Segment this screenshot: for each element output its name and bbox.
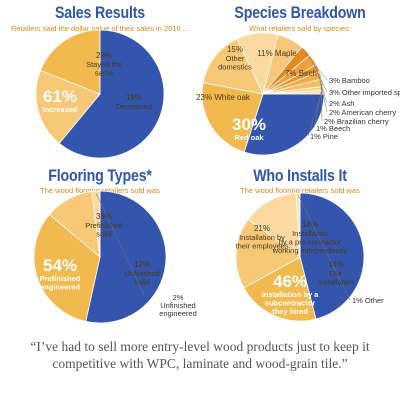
slice-value-label: 3% Bamboo (329, 76, 370, 85)
sales-results-slice-decreased (39, 29, 101, 95)
sales-results-slice-increased (58, 29, 165, 159)
species-breakdown-label-maple: 11% Maple (257, 49, 297, 58)
slice-label: solid (134, 278, 149, 287)
who-installs-it-slice-installation-by-a-subcontractor-they-hired (299, 192, 365, 320)
slice-label: DIY (330, 269, 343, 278)
slice-value-label: 1% Beech (316, 124, 350, 133)
species-breakdown-slice-other-domestics (202, 38, 264, 95)
species-breakdown-label-pine: 1% Pine (307, 92, 338, 141)
species-breakdown-label-birch: 7% Birch (285, 69, 317, 78)
slice-value-label: 2% Brazilian cherry (324, 117, 389, 126)
slice-value-label: 3% Other imported species (329, 88, 400, 97)
slice-label: Installation by a (262, 290, 320, 299)
slice-label: solid (96, 230, 111, 239)
slice-value-label: 2% American cherry (329, 108, 396, 117)
slice-value-label: 11% Maple (257, 49, 297, 58)
slice-value: 14% (328, 260, 344, 269)
who-installs-it-slice-installation-by-a-pro-contractor-working-independently (235, 218, 301, 289)
who-installs-it-slice-installation-by-their-employees (243, 256, 317, 322)
slice-label: Unfinished (160, 301, 195, 310)
slice-value: 15% (227, 45, 243, 54)
slice-value: 18% (302, 220, 318, 229)
slice-label: working independently (272, 246, 348, 255)
slice-label: by a pro contractor (279, 238, 342, 247)
slice-label: subcontractor (265, 299, 316, 308)
slice-label: their employees (236, 242, 289, 251)
species-breakdown-pie: 30%Red oak 23% White oak 15%Otherdomestics… (196, 32, 400, 156)
flooring-types-slice-prefinished-engineered (85, 190, 167, 324)
slice-label: Prefinished (85, 221, 123, 230)
slice-value: 12% (134, 260, 150, 269)
slice-value: 54% (43, 256, 77, 275)
species-breakdown-label-brazilian-cherry: 2% Brazilian cherry (320, 82, 389, 126)
species-breakdown-slice-white-oak (201, 82, 264, 153)
slice-label: domestics (218, 63, 252, 72)
slice-label: same (95, 69, 113, 78)
slice-value: 30% (232, 115, 266, 134)
species-breakdown-label-american-cherry: 2% American cherry (318, 75, 396, 117)
slice-value-label: 1% Pine (310, 132, 338, 141)
species-breakdown-slice-red-oak (243, 93, 325, 156)
slice-label: Installation by (239, 233, 285, 242)
slice-value: 46% (273, 272, 307, 291)
who-installs-title: Who Installs It (253, 167, 347, 185)
species-breakdown-label-red-oak: 30%Red oak (232, 115, 266, 142)
species-breakdown-label-ash: 2% Ash (316, 68, 354, 108)
slice-value: 20% (96, 51, 112, 60)
who-installs-it-slice-other (295, 192, 301, 258)
pull-quote: “I’ve had to sell more entry-level wood … (30, 339, 370, 371)
sales-results-label-increased: 61%Increased (42, 87, 77, 114)
slice-label: Decreased (116, 102, 152, 111)
species-breakdown-label-beech: 1% Beech (313, 88, 350, 133)
slice-label: engineered (159, 309, 197, 318)
slice-value: 19% (126, 93, 142, 102)
flooring-types-slice-prefinished-solid (33, 213, 101, 322)
species-breakdown-label-white-oak: 23% White oak (196, 93, 251, 102)
slice-value-label: 1% Other (352, 296, 384, 305)
flooring-types-title: Flooring Types* (48, 167, 152, 185)
species-breakdown-title: Species Breakdown (234, 4, 366, 22)
species-breakdown-subtitle: What retailers sold by species: (249, 24, 351, 33)
slice-label: they hired (272, 307, 308, 316)
sales-results-label-decreased: 19%Decreased (116, 93, 152, 111)
slice-value-label: 7% Birch (285, 69, 317, 78)
slice-label: Unfinished (124, 269, 159, 278)
flooring-types-slice-unfinished-engineered (91, 190, 101, 258)
who-installs-it-label-other: 1% Other (297, 194, 384, 305)
slice-label: engineered (40, 283, 80, 292)
who-installs-it-slice-diy-installation (247, 192, 301, 258)
slice-value-label: 2% Ash (329, 99, 354, 108)
slice-value: 61% (43, 87, 77, 106)
slice-value: 2% (173, 293, 184, 302)
slice-label: Installation (292, 229, 328, 238)
slice-value: 33% (96, 212, 112, 221)
slice-label: Prefinished (40, 274, 81, 283)
slice-label: Stayed the (86, 60, 122, 69)
sales-results-title: Sales Results (54, 4, 146, 22)
sales-results-slice-stayed-the-same (35, 69, 101, 144)
slice-label: Other (226, 54, 245, 63)
slice-value: 21% (254, 224, 270, 233)
slice-label: Increased (42, 105, 77, 114)
sales-results-subtitle: Retailers said the dollar value of their… (10, 24, 189, 33)
species-breakdown-label-bamboo: 3% Bamboo (304, 52, 370, 85)
slice-value-label: 23% White oak (196, 93, 251, 102)
slice-label: installation (318, 278, 353, 287)
flooring-types-pie: 54%Prefinishedengineered33%Prefinishedso… (33, 190, 197, 324)
slice-label: Red oak (234, 133, 264, 142)
